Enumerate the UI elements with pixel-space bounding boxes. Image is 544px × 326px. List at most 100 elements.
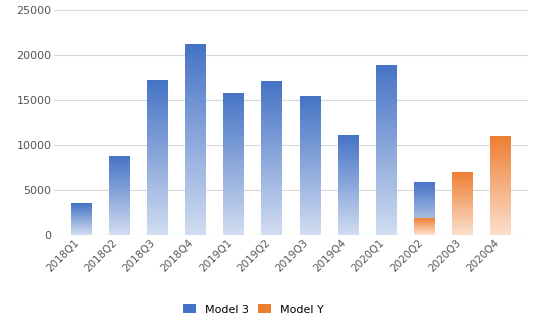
Bar: [491, 191, 511, 192]
Bar: [491, 212, 511, 213]
Bar: [452, 217, 473, 218]
Bar: [300, 154, 320, 156]
Bar: [262, 224, 282, 226]
Bar: [109, 226, 130, 227]
Bar: [147, 108, 168, 109]
Bar: [300, 147, 320, 149]
Bar: [185, 74, 206, 76]
Bar: [300, 104, 320, 106]
Bar: [491, 144, 511, 145]
Bar: [262, 218, 282, 219]
Bar: [147, 89, 168, 91]
Bar: [491, 192, 511, 193]
Bar: [223, 98, 244, 100]
Bar: [491, 200, 511, 201]
Bar: [223, 229, 244, 230]
Bar: [338, 181, 359, 182]
Bar: [491, 165, 511, 167]
Bar: [147, 212, 168, 213]
Bar: [338, 193, 359, 194]
Bar: [376, 179, 397, 180]
Bar: [147, 98, 168, 100]
Bar: [376, 216, 397, 218]
Bar: [491, 177, 511, 178]
Bar: [414, 218, 435, 219]
Bar: [338, 206, 359, 207]
Bar: [300, 115, 320, 117]
Bar: [300, 118, 320, 120]
Bar: [491, 220, 511, 221]
Bar: [376, 140, 397, 141]
Bar: [414, 214, 435, 215]
Bar: [223, 129, 244, 131]
Bar: [147, 191, 168, 193]
Bar: [147, 105, 168, 106]
Bar: [452, 176, 473, 177]
Bar: [452, 186, 473, 187]
Bar: [223, 202, 244, 203]
Bar: [338, 210, 359, 211]
Bar: [300, 171, 320, 172]
Bar: [338, 172, 359, 173]
Bar: [185, 221, 206, 223]
Bar: [262, 149, 282, 150]
Bar: [376, 77, 397, 78]
Bar: [452, 231, 473, 232]
Bar: [300, 217, 320, 218]
Bar: [185, 99, 206, 101]
Bar: [300, 139, 320, 141]
Bar: [147, 111, 168, 112]
Bar: [452, 232, 473, 233]
Bar: [338, 168, 359, 169]
Bar: [185, 158, 206, 160]
Bar: [452, 179, 473, 180]
Bar: [452, 197, 473, 198]
Bar: [147, 148, 168, 150]
Bar: [376, 150, 397, 151]
Bar: [262, 159, 282, 161]
Bar: [338, 228, 359, 229]
Legend: Model 3, Model Y: Model 3, Model Y: [183, 304, 324, 315]
Bar: [185, 227, 206, 229]
Bar: [262, 152, 282, 153]
Bar: [300, 228, 320, 229]
Bar: [338, 212, 359, 213]
Bar: [223, 140, 244, 141]
Bar: [452, 175, 473, 176]
Bar: [185, 46, 206, 48]
Bar: [491, 201, 511, 202]
Bar: [376, 158, 397, 160]
Bar: [338, 166, 359, 167]
Bar: [147, 103, 168, 105]
Bar: [262, 87, 282, 89]
Bar: [300, 172, 320, 174]
Bar: [300, 197, 320, 199]
Bar: [491, 224, 511, 225]
Bar: [262, 204, 282, 205]
Bar: [491, 197, 511, 198]
Bar: [300, 128, 320, 129]
Bar: [452, 217, 473, 218]
Bar: [452, 234, 473, 235]
Bar: [300, 160, 320, 161]
Bar: [223, 199, 244, 200]
Bar: [109, 187, 130, 188]
Bar: [414, 204, 435, 205]
Bar: [491, 150, 511, 151]
Bar: [452, 211, 473, 212]
Bar: [491, 172, 511, 173]
Bar: [223, 117, 244, 118]
Bar: [147, 195, 168, 196]
Bar: [491, 234, 511, 235]
Bar: [491, 195, 511, 196]
Bar: [300, 210, 320, 211]
Bar: [185, 52, 206, 53]
Bar: [147, 208, 168, 210]
Bar: [185, 120, 206, 122]
Bar: [262, 89, 282, 90]
Bar: [491, 214, 511, 215]
Bar: [262, 155, 282, 156]
Bar: [491, 205, 511, 206]
Bar: [262, 110, 282, 111]
Bar: [338, 140, 359, 141]
